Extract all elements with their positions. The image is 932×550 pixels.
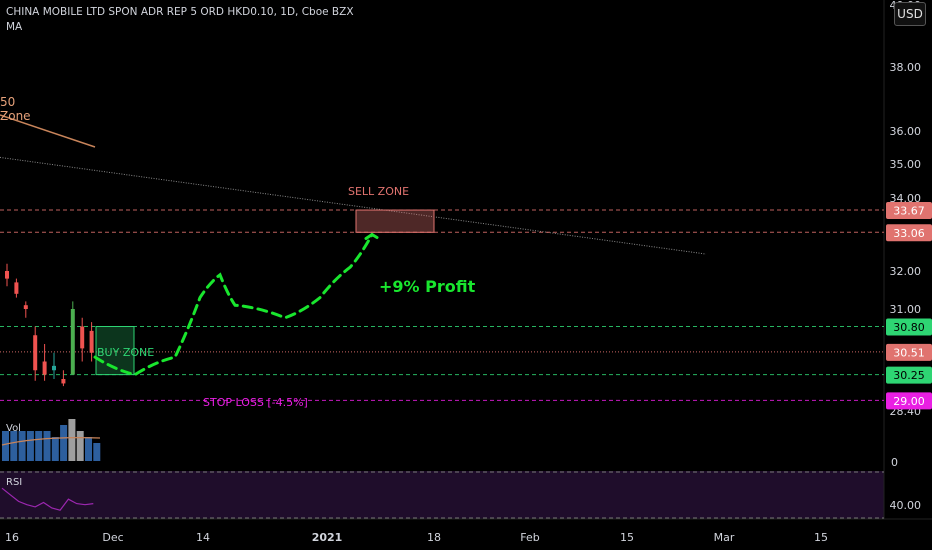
price-badge-label: 30.51 — [893, 346, 925, 359]
volume-bar — [18, 431, 26, 461]
stop-loss-label: STOP LOSS [-4.5%] — [203, 396, 308, 409]
moving-average-group — [0, 114, 96, 148]
partial-label-50: 50 — [0, 95, 15, 109]
volume-bar — [43, 431, 51, 461]
price-badge-last-price — [886, 343, 932, 361]
time-tick-label: 14 — [196, 531, 210, 544]
moving-average-line — [0, 114, 96, 148]
price-badge-sell-top — [886, 202, 932, 220]
time-tick-label: 15 — [620, 531, 634, 544]
price-tick-label: 34.00 — [890, 192, 922, 205]
currency-button[interactable]: USD — [894, 2, 926, 26]
candles-group — [5, 263, 94, 387]
time-tick-label: 15 — [814, 531, 828, 544]
price-badge-buy-top — [886, 318, 932, 336]
rsi-group — [0, 471, 884, 519]
volume-bar — [35, 431, 43, 461]
rsi-pane-label: RSI — [6, 477, 22, 488]
price-tick-label: 38.00 — [890, 61, 922, 74]
price-tick-label: 32.00 — [890, 265, 922, 278]
price-badge-label: 33.67 — [893, 205, 925, 218]
candle-body — [89, 330, 94, 353]
price-badge-label: 29.00 — [893, 395, 925, 408]
time-tick-label: Mar — [714, 531, 735, 544]
price-badges-group: 33.67 33.06 30.80 30.51 30.25 29.00 — [886, 202, 932, 410]
time-tick-label: 2021 — [312, 531, 343, 544]
price-tick-label: 35.00 — [890, 158, 922, 171]
price-badge-stop-loss — [886, 392, 932, 410]
level-lines-group — [0, 209, 884, 401]
rsi-tick-label: 40.00 — [890, 499, 922, 512]
volume-pane-label: Vol — [6, 423, 21, 434]
price-badge-label: 30.25 — [893, 369, 925, 382]
profit-label: +9% Profit — [379, 277, 476, 296]
price-badge-buy-bottom — [886, 366, 932, 384]
candle-body — [80, 326, 85, 349]
projected-profit-path — [93, 233, 374, 377]
sell-zone-box — [355, 209, 435, 233]
volume-bars-group — [1, 419, 101, 461]
candle-body — [33, 335, 38, 371]
volume-bar — [76, 431, 84, 461]
candle-body — [61, 379, 66, 384]
volume-bar — [51, 437, 59, 461]
projected-path-arrowhead — [364, 232, 379, 240]
volume-bar — [2, 431, 9, 461]
time-tick-label: 16 — [5, 531, 19, 544]
time-tick-label: Feb — [520, 531, 539, 544]
rsi-pane-background — [0, 471, 884, 519]
sell-zone-label: SELL ZONE — [348, 185, 409, 198]
trendline-group — [0, 156, 707, 255]
candle-body — [42, 361, 47, 375]
symbol-title: CHINA MOBILE LTD SPON ADR REP 5 ORD HKD0… — [6, 6, 354, 18]
rsi-line — [1, 487, 94, 511]
volume-bar — [68, 419, 76, 461]
price-badge-label: 33.06 — [893, 227, 925, 240]
candle-body — [52, 365, 56, 371]
price-tick-label: 36.00 — [890, 125, 922, 138]
volume-bar — [26, 431, 34, 461]
candle-body — [5, 271, 9, 279]
buy-zone-label: BUY ZONE — [97, 346, 154, 359]
candle-body — [70, 309, 75, 375]
candle-body — [14, 282, 19, 294]
volume-ma-line — [1, 437, 101, 446]
volume-bar — [85, 437, 92, 461]
volume-bar — [60, 425, 68, 461]
axis-ticks-group: 40.0038.0036.0035.0034.0032.0031.0030.20… — [5, 0, 921, 544]
indicator-label[interactable]: MA — [6, 21, 23, 33]
time-tick-label: Dec — [102, 531, 123, 544]
candle-body — [23, 305, 28, 309]
projected-path-group — [93, 232, 379, 377]
price-badge-label: 30.80 — [893, 321, 925, 334]
price-badge-sell-bottom — [886, 224, 932, 242]
volume-tick-label: 0 — [891, 456, 898, 469]
time-tick-label: 18 — [427, 531, 441, 544]
trendline — [0, 156, 707, 255]
volume-bar — [93, 443, 101, 461]
volume-bar — [10, 431, 18, 461]
partial-label-zone: Zone — [0, 109, 31, 123]
price-tick-label: 31.00 — [890, 303, 922, 316]
